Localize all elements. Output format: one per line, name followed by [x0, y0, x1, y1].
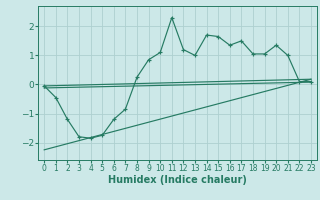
- X-axis label: Humidex (Indice chaleur): Humidex (Indice chaleur): [108, 175, 247, 185]
